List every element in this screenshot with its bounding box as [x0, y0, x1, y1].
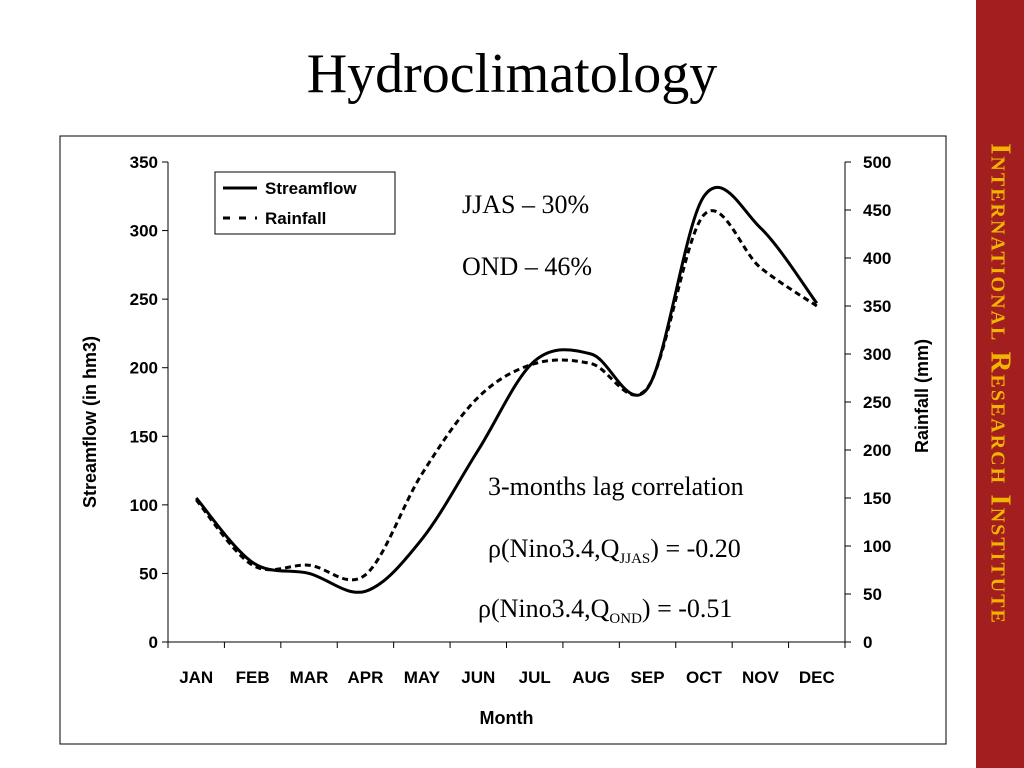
x-tick-label: APR: [348, 668, 384, 687]
y-tick-label-right: 150: [863, 489, 891, 508]
y-tick-label-right: 300: [863, 345, 891, 364]
y-tick-label-left: 250: [130, 290, 158, 309]
jjas-correlation: ρ(Nino3.4,QJJAS) = -0.20: [488, 534, 741, 568]
y-tick-label-right: 250: [863, 393, 891, 412]
hydroclimatology-chart: 0 50 100 150 200 250 300 350 0 50 100 150 200 250 300 3…: [59, 135, 947, 745]
y-tick-label-right: 200: [863, 441, 891, 460]
x-tick-label: FEB: [236, 668, 270, 687]
ond-correlation: ρ(Nino3.4,QOND) = -0.51: [478, 594, 733, 628]
legend-label-rainfall: Rainfall: [265, 209, 326, 228]
y-tick-label-right: 450: [863, 201, 891, 220]
y-tick-label-left: 350: [130, 153, 158, 172]
y-tick-label-left: 200: [130, 359, 158, 378]
legend-label-streamflow: Streamflow: [265, 179, 357, 198]
y-tick-label-right: 350: [863, 297, 891, 316]
x-tick-label: OCT: [686, 668, 723, 687]
chart-border: [59, 135, 947, 745]
series-line-rainfall: [195, 209, 818, 582]
ond-annotation: OND – 46%: [462, 252, 592, 281]
y-tick-label-right: 50: [863, 585, 882, 604]
slide-title: Hydroclimatology: [306, 43, 718, 105]
y-axis-title-right: Rainfall (mm): [912, 339, 932, 453]
x-tick-label: SEP: [631, 668, 665, 687]
y-tick-label-left: 150: [130, 427, 158, 446]
y-tick-label-right: 400: [863, 249, 891, 268]
institute-sidebar: International Research Institute: [976, 0, 1024, 768]
series-line-streamflow: [195, 186, 818, 594]
x-tick-label: NOV: [742, 668, 780, 687]
y-axis-title-left: Streamflow (in hm3): [80, 336, 100, 508]
y-tick-label-left: 0: [149, 633, 158, 652]
institute-name: International Research Institute: [984, 143, 1017, 625]
x-tick-label: DEC: [799, 668, 835, 687]
jjas-annotation: JJAS – 30%: [462, 190, 590, 219]
y-tick-label-left: 300: [130, 222, 158, 241]
legend-box: [214, 171, 396, 235]
x-tick-label: MAR: [290, 668, 329, 687]
y-tick-label-left: 50: [139, 564, 158, 583]
x-tick-label: AUG: [572, 668, 610, 687]
x-tick-label: JAN: [179, 668, 213, 687]
y-tick-label-left: 100: [130, 496, 158, 515]
y-tick-label-right: 100: [863, 537, 891, 556]
y-tick-label-right: 500: [863, 153, 891, 172]
x-tick-label: JUN: [461, 668, 495, 687]
y-tick-label-right: 0: [863, 633, 872, 652]
lag-correlation-title: 3-months lag correlation: [488, 472, 744, 501]
x-tick-label: MAY: [404, 668, 441, 687]
x-axis-title: Month: [480, 708, 534, 728]
x-tick-label: JUL: [519, 668, 551, 687]
